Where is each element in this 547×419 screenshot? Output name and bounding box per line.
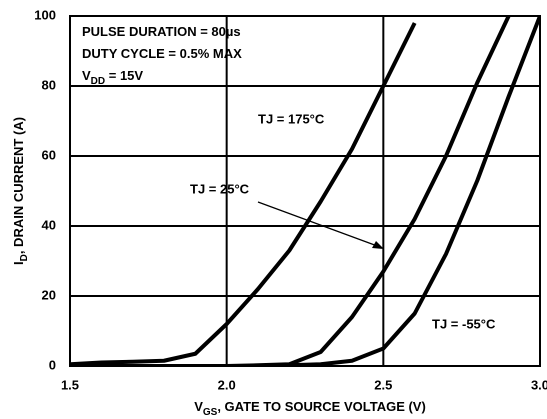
y-tick-label: 20 — [42, 287, 56, 302]
annotation: DUTY CYCLE = 0.5% MAX — [82, 46, 242, 61]
x-tick-label: 1.5 — [61, 377, 79, 392]
series-line — [70, 16, 540, 366]
x-tick-label: 2.0 — [218, 377, 236, 392]
x-tick-label: 2.5 — [374, 377, 392, 392]
annotation-main: PULSE DURATION = 80µs — [82, 24, 241, 39]
y-axis-label-rest: , DRAIN CURRENT (A) — [11, 117, 26, 254]
annotation-sub: DD — [91, 76, 105, 87]
series-label: TJ = -55°C — [432, 316, 496, 331]
x-axis-label: VGS, GATE TO SOURCE VOLTAGE (V) — [194, 399, 426, 417]
y-tick-label: 40 — [42, 217, 56, 232]
x-axis-label-sub: GS — [203, 407, 218, 418]
y-axis-label-main: I — [11, 261, 26, 265]
y-tick-label: 0 — [49, 357, 56, 372]
y-tick-label: 100 — [34, 7, 56, 22]
annotation: PULSE DURATION = 80µs — [82, 24, 241, 39]
y-axis-label-sub: D — [19, 254, 30, 261]
series-label: TJ = 175°C — [258, 111, 325, 126]
annotation-main: V — [82, 68, 91, 83]
y-tick-label: 60 — [42, 147, 56, 162]
annotation: VDD = 15V — [82, 68, 143, 86]
x-axis-label-rest: , GATE TO SOURCE VOLTAGE (V) — [217, 399, 426, 414]
x-axis-label-main: V — [194, 399, 203, 414]
x-tick-label: 3.0 — [531, 377, 547, 392]
series-label: TJ = 25°C — [190, 181, 250, 196]
series-line — [70, 22, 417, 366]
y-tick-label: 80 — [42, 77, 56, 92]
annotation-main: DUTY CYCLE = 0.5% MAX — [82, 46, 242, 61]
y-axis-label: ID, DRAIN CURRENT (A) — [11, 117, 29, 265]
annotation-rest: = 15V — [105, 68, 143, 83]
arrow-head — [372, 241, 384, 249]
arrow — [257, 201, 381, 248]
